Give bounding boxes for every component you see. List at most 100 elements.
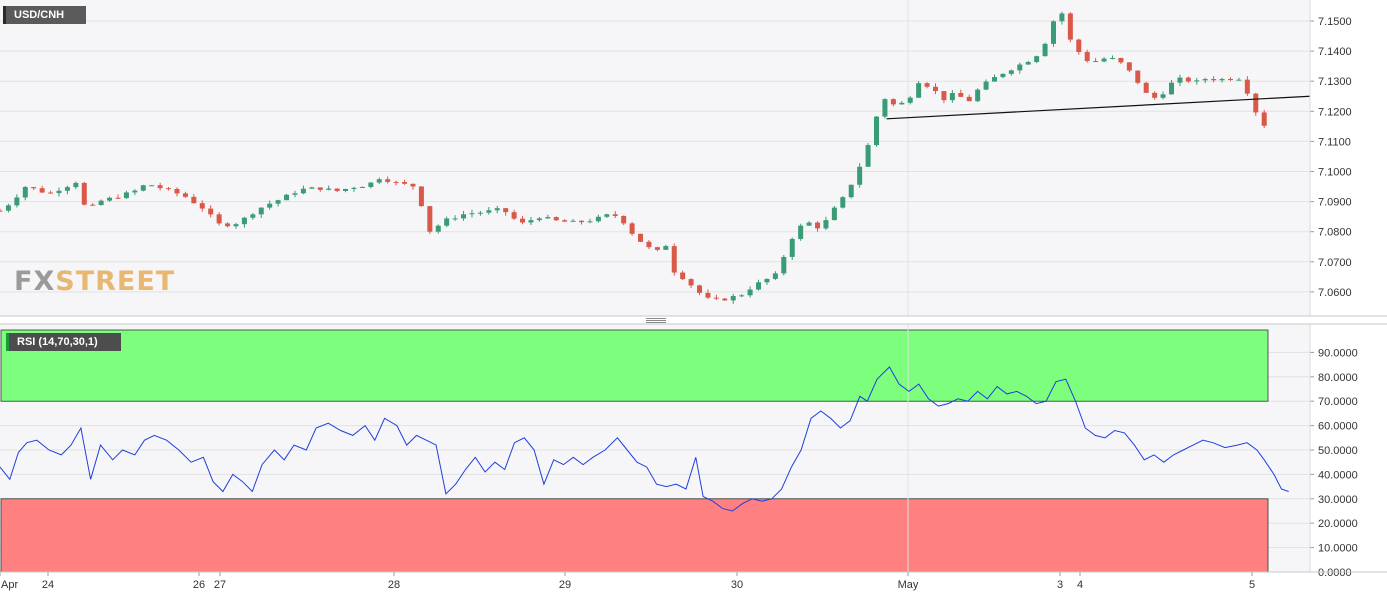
candle [840, 195, 846, 209]
candle [1017, 62, 1023, 74]
candle [469, 209, 475, 218]
candle [326, 185, 332, 191]
candle [553, 216, 559, 221]
candle [1093, 57, 1099, 63]
candle [907, 95, 913, 105]
candle [166, 186, 172, 191]
rsi-indicator-badge[interactable]: RSI (14,70,30,1) [6, 333, 121, 351]
candle [385, 176, 391, 184]
time-tick-label: 4 [1077, 579, 1083, 591]
candle [48, 190, 54, 194]
candle [402, 179, 408, 185]
candle [1135, 70, 1141, 85]
candle [1202, 77, 1208, 84]
candle [899, 101, 905, 105]
candle [292, 190, 298, 198]
candle [697, 284, 703, 296]
candle [64, 185, 70, 195]
candle [452, 215, 458, 221]
candle [368, 182, 374, 189]
candle [730, 293, 736, 304]
price-tick-label: 7.1400 [1318, 46, 1352, 58]
candle [461, 211, 467, 221]
candle [343, 188, 349, 193]
candle [1194, 77, 1200, 85]
candle [410, 183, 416, 190]
candle [528, 216, 534, 226]
candle [1236, 77, 1242, 81]
time-tick-label: 27 [214, 579, 226, 591]
price-grid [0, 20, 1310, 293]
candle [149, 184, 155, 187]
candle [579, 220, 585, 225]
time-tick-label: 5 [1249, 579, 1255, 591]
candle [722, 297, 728, 301]
candle [107, 196, 113, 202]
candle [1042, 42, 1048, 57]
candle [208, 205, 214, 218]
candle [334, 188, 340, 193]
candle [359, 186, 365, 188]
candle [418, 186, 424, 207]
candle [309, 186, 315, 189]
candle [1261, 109, 1267, 129]
candle [595, 214, 601, 223]
candle [1160, 91, 1166, 100]
candle [680, 270, 686, 281]
rsi-tick-label: 30.0000 [1318, 494, 1358, 506]
candle [1109, 55, 1115, 60]
candle [1227, 77, 1233, 82]
candle [275, 199, 281, 207]
candle [225, 222, 231, 228]
trendline-segment[interactable] [886, 95, 1311, 120]
candle [98, 199, 104, 206]
candle [798, 223, 804, 241]
symbol-badge: USD/CNH [3, 6, 86, 24]
candle [874, 116, 880, 147]
candle [713, 294, 719, 301]
candle [22, 186, 28, 201]
logo-fx: FX [14, 266, 56, 297]
rsi-zones [0, 329, 1269, 573]
rsi-tick-label: 0.0000 [1318, 567, 1352, 579]
candle [1253, 92, 1259, 116]
candle [444, 216, 450, 228]
candle [1126, 62, 1132, 72]
candle [520, 215, 526, 225]
time-tick-label: May [898, 579, 919, 591]
candle [1211, 76, 1217, 83]
candle [267, 200, 273, 210]
candle [1168, 79, 1174, 95]
price-tick-label: 7.1200 [1318, 106, 1352, 118]
trendline[interactable] [886, 95, 1311, 120]
candle [90, 203, 96, 206]
candle [174, 187, 180, 197]
rsi-tick-label: 60.0000 [1318, 421, 1358, 433]
candle [612, 211, 618, 219]
time-axis: Apr 24 26 27 28 29 30 May 3 4 5 [0, 572, 1255, 591]
candle [1076, 38, 1082, 55]
candle [376, 177, 382, 185]
candle [1008, 69, 1014, 76]
rsi-tick-label: 20.0000 [1318, 518, 1358, 530]
candle [14, 194, 20, 208]
candle [789, 237, 795, 260]
candle [975, 88, 981, 103]
price-tick-label: 7.1300 [1318, 76, 1352, 88]
candle [1067, 12, 1073, 43]
candle [815, 221, 821, 232]
candle [933, 83, 939, 95]
pane-splitter-handle[interactable] [646, 318, 666, 323]
price-tick-label: 7.1100 [1318, 136, 1351, 148]
candle [39, 185, 45, 194]
candle [654, 246, 660, 252]
candle [688, 278, 694, 289]
price-tick-label: 7.1000 [1318, 167, 1352, 179]
candle [157, 182, 163, 191]
candle [1244, 76, 1250, 96]
candle [115, 194, 121, 199]
candle [831, 206, 837, 221]
candle [638, 233, 644, 243]
candle [81, 181, 87, 206]
